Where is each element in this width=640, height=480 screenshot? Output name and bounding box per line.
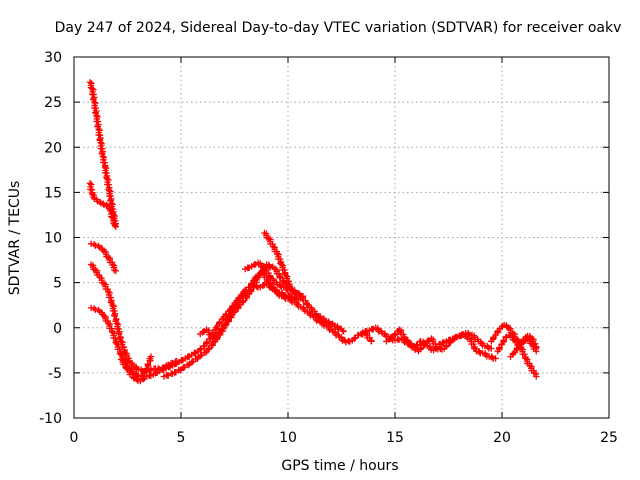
- data-point: [112, 267, 119, 275]
- y-tick-label: 10: [44, 231, 62, 247]
- trace-marker: [95, 242, 102, 250]
- trace-marker: [90, 240, 98, 248]
- data-point: [105, 288, 112, 295]
- data-point: [274, 250, 281, 257]
- trace-marker: [194, 355, 201, 363]
- data-point: [286, 283, 294, 291]
- data-point: [299, 292, 307, 300]
- trace-marker: [476, 348, 483, 356]
- data-point: [488, 345, 495, 352]
- trace-marker: [285, 282, 293, 289]
- y-tick-labels: -10 -5 0 5 10 15 20 25 30: [39, 50, 62, 427]
- trace-marker: [266, 273, 273, 281]
- trace-marker: [289, 288, 297, 296]
- x-tick-labels: 0 5 10 15 20 25: [70, 430, 618, 446]
- trace-marker: [296, 291, 303, 298]
- trace-marker: [110, 219, 117, 227]
- y-tick-label: 20: [44, 140, 62, 156]
- x-tick-label: 15: [386, 430, 404, 446]
- trace-marker: [122, 364, 130, 372]
- data-point: [107, 207, 114, 214]
- data-point: [147, 353, 155, 360]
- trace-marker: [185, 361, 192, 369]
- trace-marker: [488, 354, 496, 361]
- trace-marker: [279, 290, 286, 298]
- trace-marker: [484, 343, 492, 351]
- trace-marker: [277, 282, 284, 289]
- data-point: [86, 79, 94, 86]
- y-tick-label: 25: [44, 95, 62, 111]
- grid-lines: [74, 57, 609, 418]
- data-points: [86, 79, 540, 385]
- data-point: [368, 338, 375, 345]
- trace-marker: [521, 351, 528, 358]
- x-axis-label: GPS time / hours: [281, 458, 398, 474]
- axis-ticks: [73, 56, 610, 419]
- data-point: [109, 214, 116, 221]
- data-point: [533, 373, 540, 380]
- data-point: [242, 286, 249, 294]
- data-point: [282, 272, 290, 279]
- trace-marker: [202, 349, 210, 356]
- y-tick-label: 15: [44, 185, 62, 201]
- x-tick-label: 0: [70, 430, 79, 446]
- y-axis-label: SDTVAR / TECUs: [7, 181, 23, 296]
- data-point: [278, 261, 285, 268]
- trace-marker: [99, 200, 107, 207]
- data-point: [113, 340, 120, 348]
- data-point: [295, 296, 302, 303]
- x-tick-label: 25: [600, 430, 618, 446]
- x-tick-label: 10: [279, 430, 297, 446]
- y-tick-label: 30: [44, 50, 62, 66]
- trace-marker: [401, 335, 408, 342]
- data-point: [111, 220, 118, 228]
- data-point: [533, 344, 540, 351]
- trace-marker: [96, 198, 104, 205]
- y-tick-label: 0: [53, 321, 62, 337]
- trace-marker: [285, 292, 293, 300]
- trace-marker: [95, 306, 102, 314]
- y-tick-label: -5: [48, 366, 62, 382]
- data-point: [340, 328, 347, 335]
- data-point: [492, 355, 499, 362]
- data-point: [503, 333, 510, 340]
- chart-title: Day 247 of 2024, Sidereal Day-to-day VTE…: [55, 20, 622, 36]
- trace-marker: [292, 295, 299, 302]
- x-tick-label: 5: [177, 430, 186, 446]
- trace-marker: [90, 305, 98, 312]
- trace-marker: [133, 376, 141, 383]
- trace-marker: [227, 309, 235, 316]
- y-tick-label: -10: [39, 411, 62, 427]
- y-tick-label: 5: [53, 276, 62, 292]
- data-point: [147, 366, 155, 374]
- data-point: [109, 329, 116, 336]
- x-tick-label: 20: [493, 430, 511, 446]
